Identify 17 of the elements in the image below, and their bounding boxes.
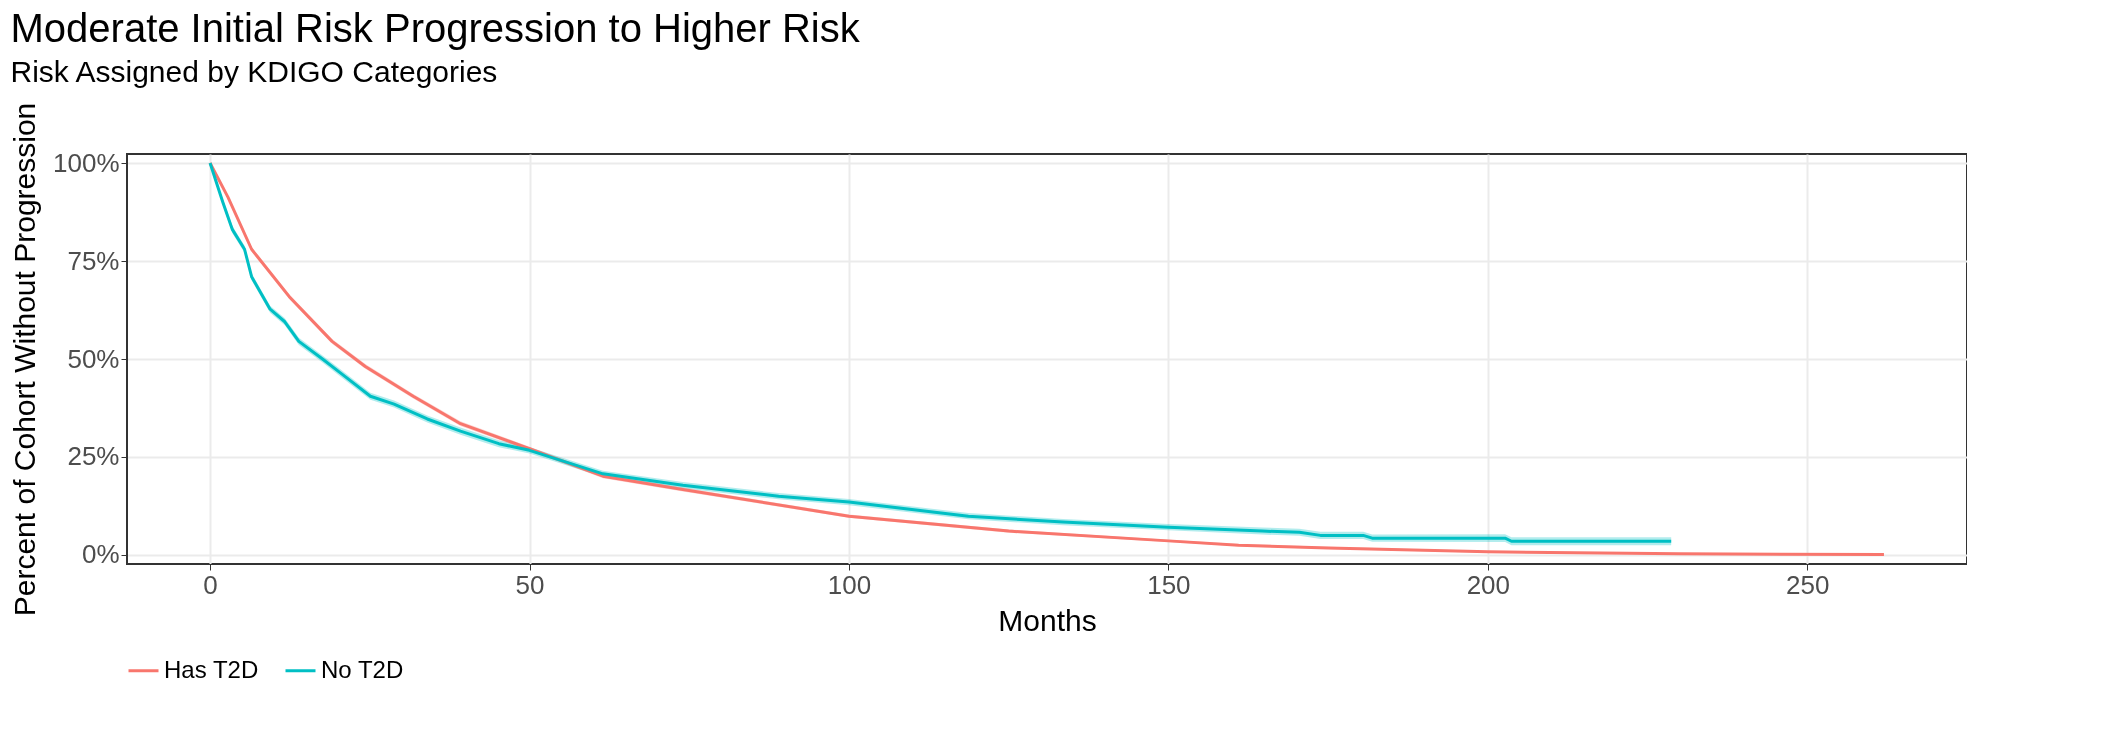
y-tick-label: 25% [67, 441, 120, 472]
y-tick-label: 75% [67, 245, 120, 276]
x-tick-label: 150 [1147, 569, 1191, 600]
chart-title: Moderate Initial Risk Progression to Higher Risk [10, 6, 861, 51]
x-tick-label: 100 [827, 569, 872, 600]
legend-label: Has T2D [164, 655, 259, 683]
y-axis-title: Percent of Cohort Without Progression [8, 102, 41, 617]
y-tick-label: 100% [53, 147, 120, 178]
y-tick-label: 0% [81, 539, 120, 570]
x-axis-title: Months [998, 603, 1097, 637]
y-tick-label: 50% [67, 343, 120, 374]
x-tick-label: 200 [1466, 569, 1511, 600]
legend-label: No T2D [321, 655, 404, 683]
x-tick-label: 250 [1786, 569, 1830, 600]
x-tick-label: 50 [515, 569, 545, 600]
chart-subtitle: Risk Assigned by KDIGO Categories [10, 55, 498, 89]
x-tick-label: 0 [203, 569, 218, 600]
